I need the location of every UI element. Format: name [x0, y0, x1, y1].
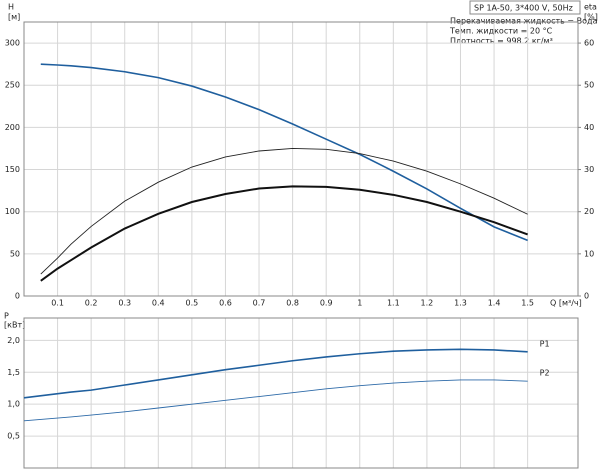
y2-tick-label: 10: [584, 249, 594, 258]
plot-frame: [23, 317, 579, 469]
y-tick-label: 0,5: [7, 432, 20, 441]
series-label: P1: [540, 339, 550, 348]
x-tick-label: 1.1: [387, 299, 400, 308]
y-tick-label: 100: [5, 207, 20, 216]
y-tick-label: 200: [5, 123, 20, 132]
y-axis-label: P: [4, 312, 9, 321]
y2-axis-label: eta: [584, 3, 597, 12]
x-tick-label: 0.7: [253, 299, 266, 308]
note: Перекачиваемая жидкость = Вода: [450, 17, 598, 26]
y2-tick-label: 60: [584, 39, 594, 48]
note: Плотность = 998.2 кг/м³: [450, 37, 553, 46]
x-tick-label: 0.8: [286, 299, 299, 308]
y-tick-label: 300: [5, 39, 20, 48]
y-tick-label: 0: [15, 292, 20, 301]
y-tick-label: 150: [5, 165, 20, 174]
y-tick-label: 1,5: [7, 368, 20, 377]
series-line: [40, 63, 528, 242]
note: Темп. жидкости = 20 °C: [449, 27, 553, 36]
x-tick-label: 0.9: [320, 299, 333, 308]
x-tick-label: 0.2: [85, 299, 98, 308]
y2-tick-label: 0: [584, 292, 589, 301]
x-tick-label: 1.4: [488, 299, 501, 308]
y-tick-label: 50: [10, 249, 20, 258]
title-box: [469, 0, 581, 15]
x-tick-label: 0.1: [51, 299, 64, 308]
chart-title: SP 1A-50, 3*400 V, 50Hz: [474, 4, 573, 13]
y2-tick-label: 30: [584, 165, 594, 174]
y2-tick-label: 20: [584, 207, 594, 216]
x-tick-label: 1.3: [454, 299, 467, 308]
series-line: [23, 348, 528, 399]
y-axis-unit: [м]: [8, 13, 20, 22]
x-axis-label: Q [м³/ч]: [550, 299, 582, 308]
x-tick-label: 1.5: [521, 299, 534, 308]
y-tick-label: 250: [5, 81, 20, 90]
y-axis-label: H: [8, 3, 14, 12]
y2-tick-label: 50: [584, 81, 594, 90]
x-tick-label: 1: [357, 299, 362, 308]
y2-tick-label: 40: [584, 123, 594, 132]
x-tick-label: 1.2: [421, 299, 434, 308]
y-tick-label: 1,0: [7, 400, 20, 409]
series-line: [40, 148, 528, 275]
plot-frame: [23, 21, 579, 297]
y-tick-label: 2,0: [7, 336, 20, 345]
series-label: P2: [540, 369, 550, 378]
y-axis-unit: [кВт]: [4, 321, 25, 330]
x-tick-label: 0.4: [152, 299, 165, 308]
x-tick-label: 0.5: [186, 299, 199, 308]
series-line: [23, 379, 528, 422]
series-line: [40, 185, 528, 282]
x-tick-label: 0.6: [219, 299, 232, 308]
y2-axis-unit: [%]: [584, 13, 598, 22]
x-tick-label: 0.3: [118, 299, 131, 308]
